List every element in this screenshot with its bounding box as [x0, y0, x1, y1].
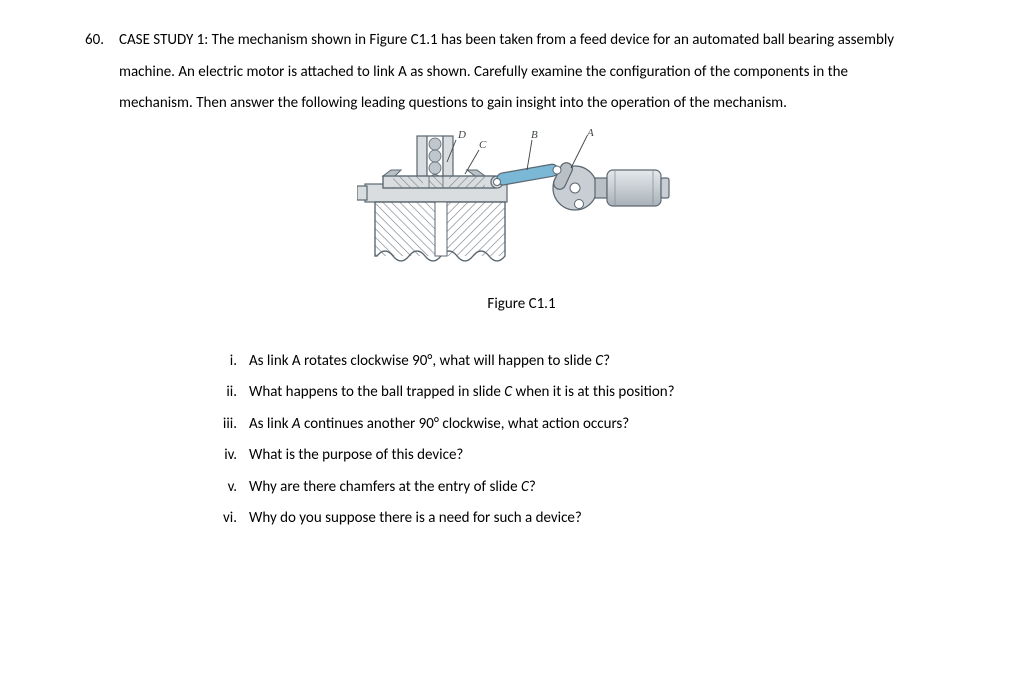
subpart-label: iv. — [215, 440, 249, 472]
label-a: A — [586, 127, 594, 139]
subpart-vi: vi. Why do you suppose there is a need f… — [215, 503, 924, 535]
subpart-label: ii. — [215, 377, 249, 409]
question-body: CASE STUDY 1: The mechanism shown in Fig… — [119, 25, 924, 535]
base-block — [357, 184, 507, 261]
figure-caption: Figure C1.1 — [119, 293, 924, 316]
subpart-iv: iv. What is the purpose of this device? — [215, 440, 924, 472]
mechanism-figure: D C B A — [357, 126, 687, 271]
subpart-iii: iii. As link A continues another 90° clo… — [215, 409, 924, 441]
figure-wrap: D C B A Figure C1.1 — [119, 126, 924, 316]
subpart-text: Why are there chamfers at the entry of s… — [249, 472, 924, 504]
subpart-text: What happens to the ball trapped in slid… — [249, 377, 924, 409]
subpart-label: i. — [215, 346, 249, 378]
subpart-text: Why do you suppose there is a need for s… — [249, 503, 924, 535]
link-b — [493, 163, 559, 186]
motor — [595, 170, 669, 206]
subpart-label: vi. — [215, 503, 249, 535]
label-c: C — [479, 139, 487, 151]
subpart-text: What is the purpose of this device? — [249, 440, 924, 472]
question-block: 60. CASE STUDY 1: The mechanism shown in… — [85, 25, 924, 535]
subpart-ii: ii. What happens to the ball trapped in … — [215, 377, 924, 409]
subpart-label: iii. — [215, 409, 249, 441]
crank-a — [551, 160, 596, 209]
subpart-text: As link A continues another 90° clockwis… — [249, 409, 924, 441]
subparts-list: i. As link A rotates clockwise 90°, what… — [215, 346, 924, 535]
question-stem: CASE STUDY 1: The mechanism shown in Fig… — [119, 25, 924, 120]
question-number: 60. — [85, 25, 119, 57]
subpart-label: v. — [215, 472, 249, 504]
label-d: D — [457, 129, 466, 141]
labels: D C B A — [447, 127, 594, 174]
subpart-text: As link A rotates clockwise 90°, what wi… — [249, 346, 924, 378]
subpart-i: i. As link A rotates clockwise 90°, what… — [215, 346, 924, 378]
subpart-v: v. Why are there chamfers at the entry o… — [215, 472, 924, 504]
label-b: B — [531, 129, 538, 141]
